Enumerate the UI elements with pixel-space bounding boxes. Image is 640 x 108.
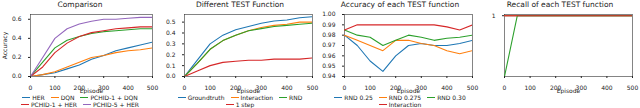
svg-text:0.1: 0.1 (166, 62, 176, 69)
html-text:1 step: 1 step (235, 101, 255, 108)
svg-text:100: 100 (364, 84, 376, 91)
html-text:RND 0.275: RND 0.275 (388, 94, 422, 101)
html-text:RND: RND (289, 94, 303, 101)
svg-text:0.97: 0.97 (322, 41, 336, 48)
svg-text:0.5: 0.5 (166, 18, 176, 25)
svg-text:0.0: 0.0 (12, 72, 22, 79)
svg-text:300: 300 (415, 83, 427, 91)
svg-text:0.94: 0.94 (322, 72, 336, 79)
svg-text:500: 500 (467, 84, 479, 91)
html-text:HER: HER (32, 94, 45, 101)
svg-text:Episode: Episode (237, 87, 261, 95)
html-text:PCHID-5 + HER: PCHID-5 + HER (93, 101, 139, 108)
html-text:RND 0.25: RND 0.25 (344, 94, 373, 101)
html-text:PCHID-1 + HER: PCHID-1 + HER (31, 101, 77, 108)
html-text:DQN: DQN (60, 94, 75, 101)
svg-text:Episode: Episode (80, 87, 104, 95)
svg-text:0: 0 (183, 84, 187, 91)
svg-text:0.98: 0.98 (322, 31, 336, 38)
svg-text:400: 400 (122, 84, 134, 91)
svg-text:0.3: 0.3 (166, 40, 176, 47)
svg-text:0.2: 0.2 (166, 51, 176, 58)
html-text:Recall of each TEST function: Recall of each TEST function (506, 0, 614, 9)
svg-text:0: 0 (29, 84, 33, 91)
svg-text:400: 400 (601, 84, 613, 91)
svg-text:300: 300 (255, 83, 267, 91)
html-text:Accuracy of each TEST function: Accuracy of each TEST function (340, 0, 460, 9)
html-text:Comparison: Comparison (57, 0, 103, 9)
svg-text:300: 300 (575, 83, 587, 91)
svg-text:0.4: 0.4 (166, 29, 176, 36)
svg-text:0.99: 0.99 (322, 21, 336, 28)
svg-text:0: 0 (503, 84, 507, 91)
svg-text:500: 500 (307, 84, 319, 91)
svg-text:Episode: Episode (557, 87, 581, 95)
svg-text:0.2: 0.2 (12, 53, 22, 60)
svg-text:0.96: 0.96 (322, 52, 336, 59)
svg-text:400: 400 (441, 84, 453, 91)
svg-text:300: 300 (98, 83, 110, 91)
svg-text:1.00: 1.00 (322, 10, 336, 17)
svg-text:100: 100 (524, 84, 536, 91)
html-text:RND 0.30: RND 0.30 (437, 94, 466, 101)
html-text:Interaction: Interaction (240, 94, 274, 101)
svg-text:0.0: 0.0 (166, 72, 176, 79)
svg-text:500: 500 (147, 84, 159, 91)
svg-text:0.6: 0.6 (12, 15, 22, 22)
svg-text:Episode: Episode (397, 87, 421, 95)
html-text:Different TEST Function: Different TEST Function (195, 0, 285, 9)
svg-text:0: 0 (343, 84, 347, 91)
svg-text:Accuracy: Accuracy (1, 31, 9, 59)
svg-text:500: 500 (627, 84, 639, 91)
html-text:Groundtruth: Groundtruth (187, 94, 225, 101)
svg-text:1: 1 (492, 12, 496, 19)
svg-text:0.95: 0.95 (322, 62, 336, 69)
html-text:Interaction: Interaction (388, 101, 422, 108)
html-text:PCHID-1 + DQN: PCHID-1 + DQN (90, 94, 138, 101)
svg-text:0.4: 0.4 (12, 34, 22, 41)
svg-text:100: 100 (49, 84, 61, 91)
svg-text:100: 100 (204, 84, 216, 91)
svg-text:400: 400 (281, 84, 293, 91)
